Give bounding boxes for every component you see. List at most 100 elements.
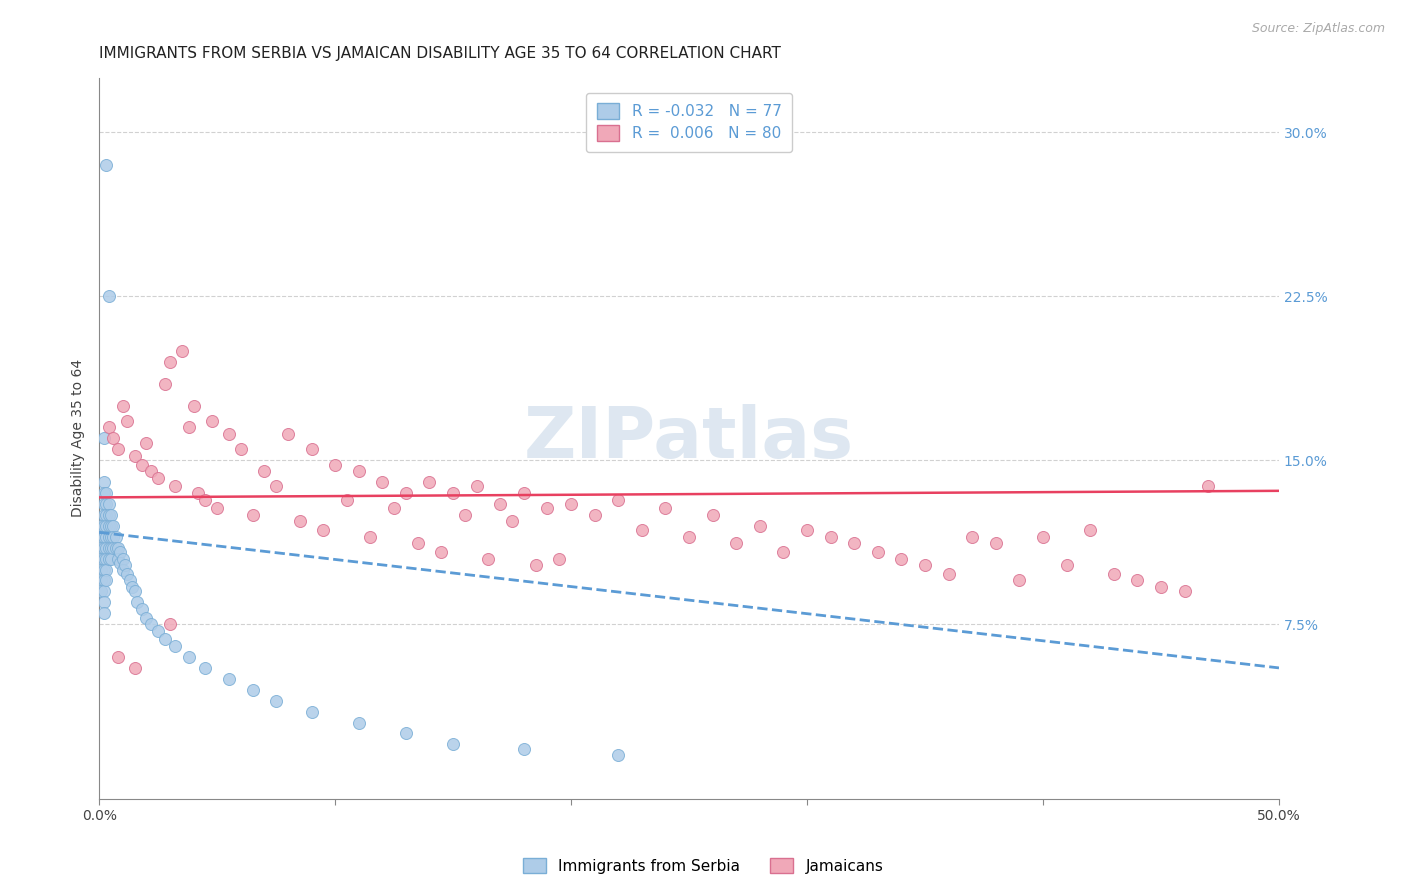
Point	[131, 458, 153, 472]
Point	[100, 518, 122, 533]
Point	[159, 355, 181, 369]
Point	[97, 508, 120, 522]
Point	[111, 562, 134, 576]
Point	[336, 492, 359, 507]
Point	[1102, 566, 1125, 581]
Point	[104, 530, 127, 544]
Point	[194, 492, 217, 507]
Point	[93, 606, 115, 620]
Point	[124, 661, 146, 675]
Point	[96, 541, 118, 555]
Point	[153, 376, 176, 391]
Point	[93, 541, 115, 555]
Text: Source: ZipAtlas.com: Source: ZipAtlas.com	[1251, 22, 1385, 36]
Point	[242, 508, 264, 522]
Point	[139, 464, 162, 478]
Point	[96, 518, 118, 533]
Point	[90, 562, 112, 576]
Point	[1008, 574, 1031, 588]
Legend: Immigrants from Serbia, Jamaicans: Immigrants from Serbia, Jamaicans	[516, 852, 890, 880]
Point	[170, 343, 193, 358]
Point	[90, 551, 112, 566]
Point	[702, 508, 724, 522]
Point	[114, 558, 136, 573]
Point	[382, 501, 405, 516]
Point	[772, 545, 794, 559]
Point	[1032, 530, 1054, 544]
Point	[96, 486, 118, 500]
Point	[1078, 523, 1101, 537]
Point	[201, 414, 224, 428]
Point	[229, 442, 252, 457]
Point	[93, 486, 115, 500]
Point	[477, 551, 499, 566]
Point	[301, 442, 323, 457]
Point	[177, 650, 200, 665]
Point	[607, 492, 630, 507]
Legend: R = -0.032   N = 77, R =  0.006   N = 80: R = -0.032 N = 77, R = 0.006 N = 80	[586, 93, 792, 152]
Point	[264, 479, 287, 493]
Point	[288, 515, 311, 529]
Point	[139, 617, 162, 632]
Point	[97, 420, 120, 434]
Point	[90, 530, 112, 544]
Point	[124, 449, 146, 463]
Point	[93, 518, 115, 533]
Point	[631, 523, 654, 537]
Point	[93, 574, 115, 588]
Point	[96, 574, 118, 588]
Point	[96, 508, 118, 522]
Point	[347, 464, 370, 478]
Point	[124, 584, 146, 599]
Point	[914, 558, 936, 573]
Point	[301, 705, 323, 719]
Point	[93, 508, 115, 522]
Point	[218, 427, 240, 442]
Point	[253, 464, 276, 478]
Point	[218, 672, 240, 686]
Point	[117, 414, 139, 428]
Point	[1056, 558, 1078, 573]
Point	[90, 541, 112, 555]
Point	[93, 431, 115, 445]
Point	[890, 551, 912, 566]
Point	[97, 551, 120, 566]
Point	[725, 536, 748, 550]
Point	[107, 442, 129, 457]
Point	[194, 661, 217, 675]
Point	[90, 518, 112, 533]
Text: IMMIGRANTS FROM SERBIA VS JAMAICAN DISABILITY AGE 35 TO 64 CORRELATION CHART: IMMIGRANTS FROM SERBIA VS JAMAICAN DISAB…	[100, 46, 780, 62]
Point	[430, 545, 453, 559]
Point	[93, 584, 115, 599]
Point	[371, 475, 394, 489]
Point	[454, 508, 477, 522]
Point	[107, 551, 129, 566]
Point	[96, 158, 118, 172]
Point	[93, 475, 115, 489]
Point	[796, 523, 818, 537]
Point	[242, 682, 264, 697]
Point	[820, 530, 842, 544]
Point	[465, 479, 488, 493]
Point	[153, 632, 176, 647]
Point	[360, 530, 382, 544]
Point	[1126, 574, 1149, 588]
Point	[97, 541, 120, 555]
Point	[163, 479, 186, 493]
Text: ZIPatlas: ZIPatlas	[524, 404, 853, 473]
Point	[312, 523, 335, 537]
Point	[607, 748, 630, 763]
Point	[501, 515, 523, 529]
Point	[103, 530, 125, 544]
Point	[90, 584, 112, 599]
Point	[131, 602, 153, 616]
Point	[111, 399, 134, 413]
Point	[103, 431, 125, 445]
Point	[135, 435, 157, 450]
Point	[960, 530, 983, 544]
Point	[1197, 479, 1219, 493]
Point	[489, 497, 512, 511]
Point	[441, 486, 464, 500]
Point	[1150, 580, 1173, 594]
Point	[1174, 584, 1197, 599]
